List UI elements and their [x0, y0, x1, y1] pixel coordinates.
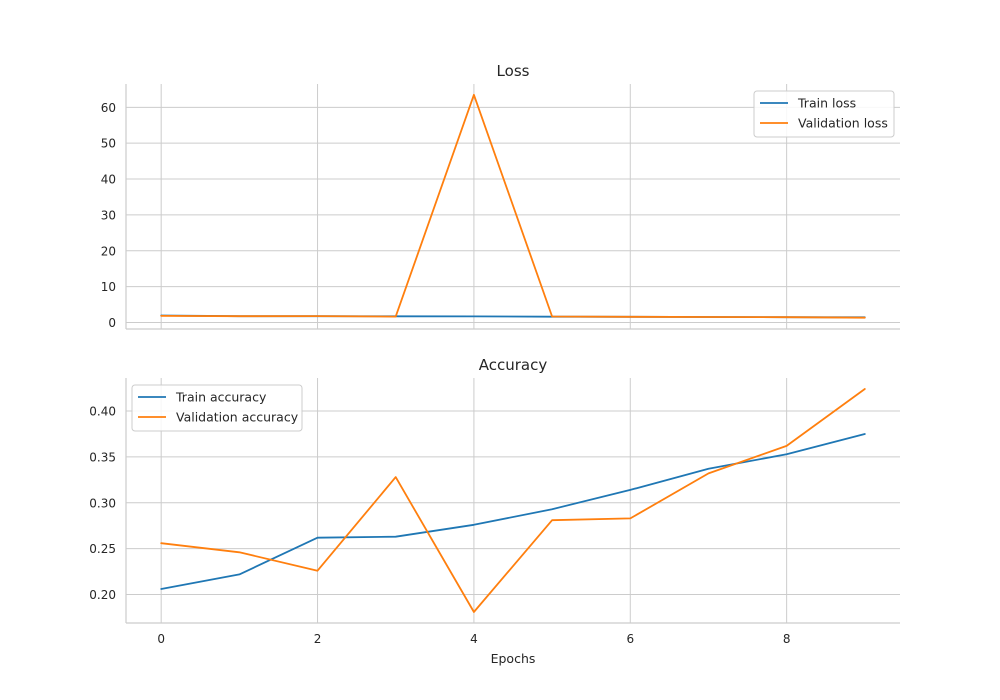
loss-y-tick-label: 20 [101, 244, 116, 258]
loss-y-tick-label: 30 [101, 208, 116, 222]
loss-y-tick-label: 10 [101, 280, 116, 294]
loss-y-tick-label: 40 [101, 173, 116, 187]
accuracy-legend-label: Validation accuracy [176, 410, 299, 425]
accuracy-chart-panel: 0.20 0.25 0.30 0.35 0.40 0 2 4 6 8 Accuracy Epochs T… [89, 356, 900, 666]
accuracy-series-line-train [160, 433, 866, 590]
accuracy-legend-label: Train accuracy [175, 390, 267, 405]
loss-y-tick-label: 60 [101, 101, 116, 115]
accuracy-x-tick-label: 0 [157, 632, 165, 646]
loss-chart-title: Loss [497, 62, 530, 80]
accuracy-y-tick-label: 0.25 [89, 542, 116, 556]
accuracy-chart-title: Accuracy [479, 356, 548, 374]
accuracy-y-tick-label: 0.40 [89, 405, 116, 419]
loss-legend-label: Train loss [797, 96, 856, 111]
loss-y-tick-label: 50 [101, 137, 116, 151]
loss-chart-panel: 0 10 20 30 40 50 60 Loss Train loss Validation lo… [101, 62, 900, 330]
accuracy-x-tick-label: 6 [626, 632, 634, 646]
accuracy-x-tick-label: 4 [470, 632, 478, 646]
loss-series-line-validation [160, 93, 866, 319]
accuracy-x-axis-label: Epochs [491, 651, 536, 666]
loss-legend-label: Validation loss [798, 116, 888, 131]
accuracy-y-tick-label: 0.35 [89, 450, 116, 464]
accuracy-legend: Train accuracy Validation accuracy [131, 384, 303, 432]
loss-legend-frame [753, 90, 895, 138]
accuracy-y-tick-label: 0.30 [89, 496, 116, 510]
loss-legend: Train loss Validation loss [753, 90, 895, 138]
accuracy-y-tick-label: 0.20 [89, 588, 116, 602]
accuracy-x-tick-label: 2 [314, 632, 322, 646]
loss-y-tick-label: 0 [108, 316, 116, 330]
accuracy-x-tick-label: 8 [783, 632, 791, 646]
accuracy-series-line-validation [160, 388, 866, 613]
accuracy-legend-frame [131, 384, 303, 432]
